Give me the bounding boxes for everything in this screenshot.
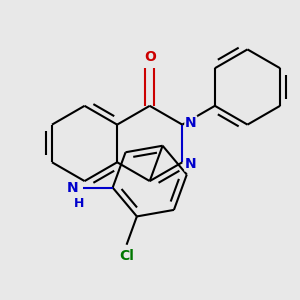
Text: O: O bbox=[144, 50, 156, 64]
Text: N: N bbox=[185, 116, 197, 130]
Text: N: N bbox=[185, 157, 197, 171]
Text: N: N bbox=[67, 181, 79, 195]
Text: Cl: Cl bbox=[119, 249, 134, 262]
Text: H: H bbox=[74, 197, 84, 210]
